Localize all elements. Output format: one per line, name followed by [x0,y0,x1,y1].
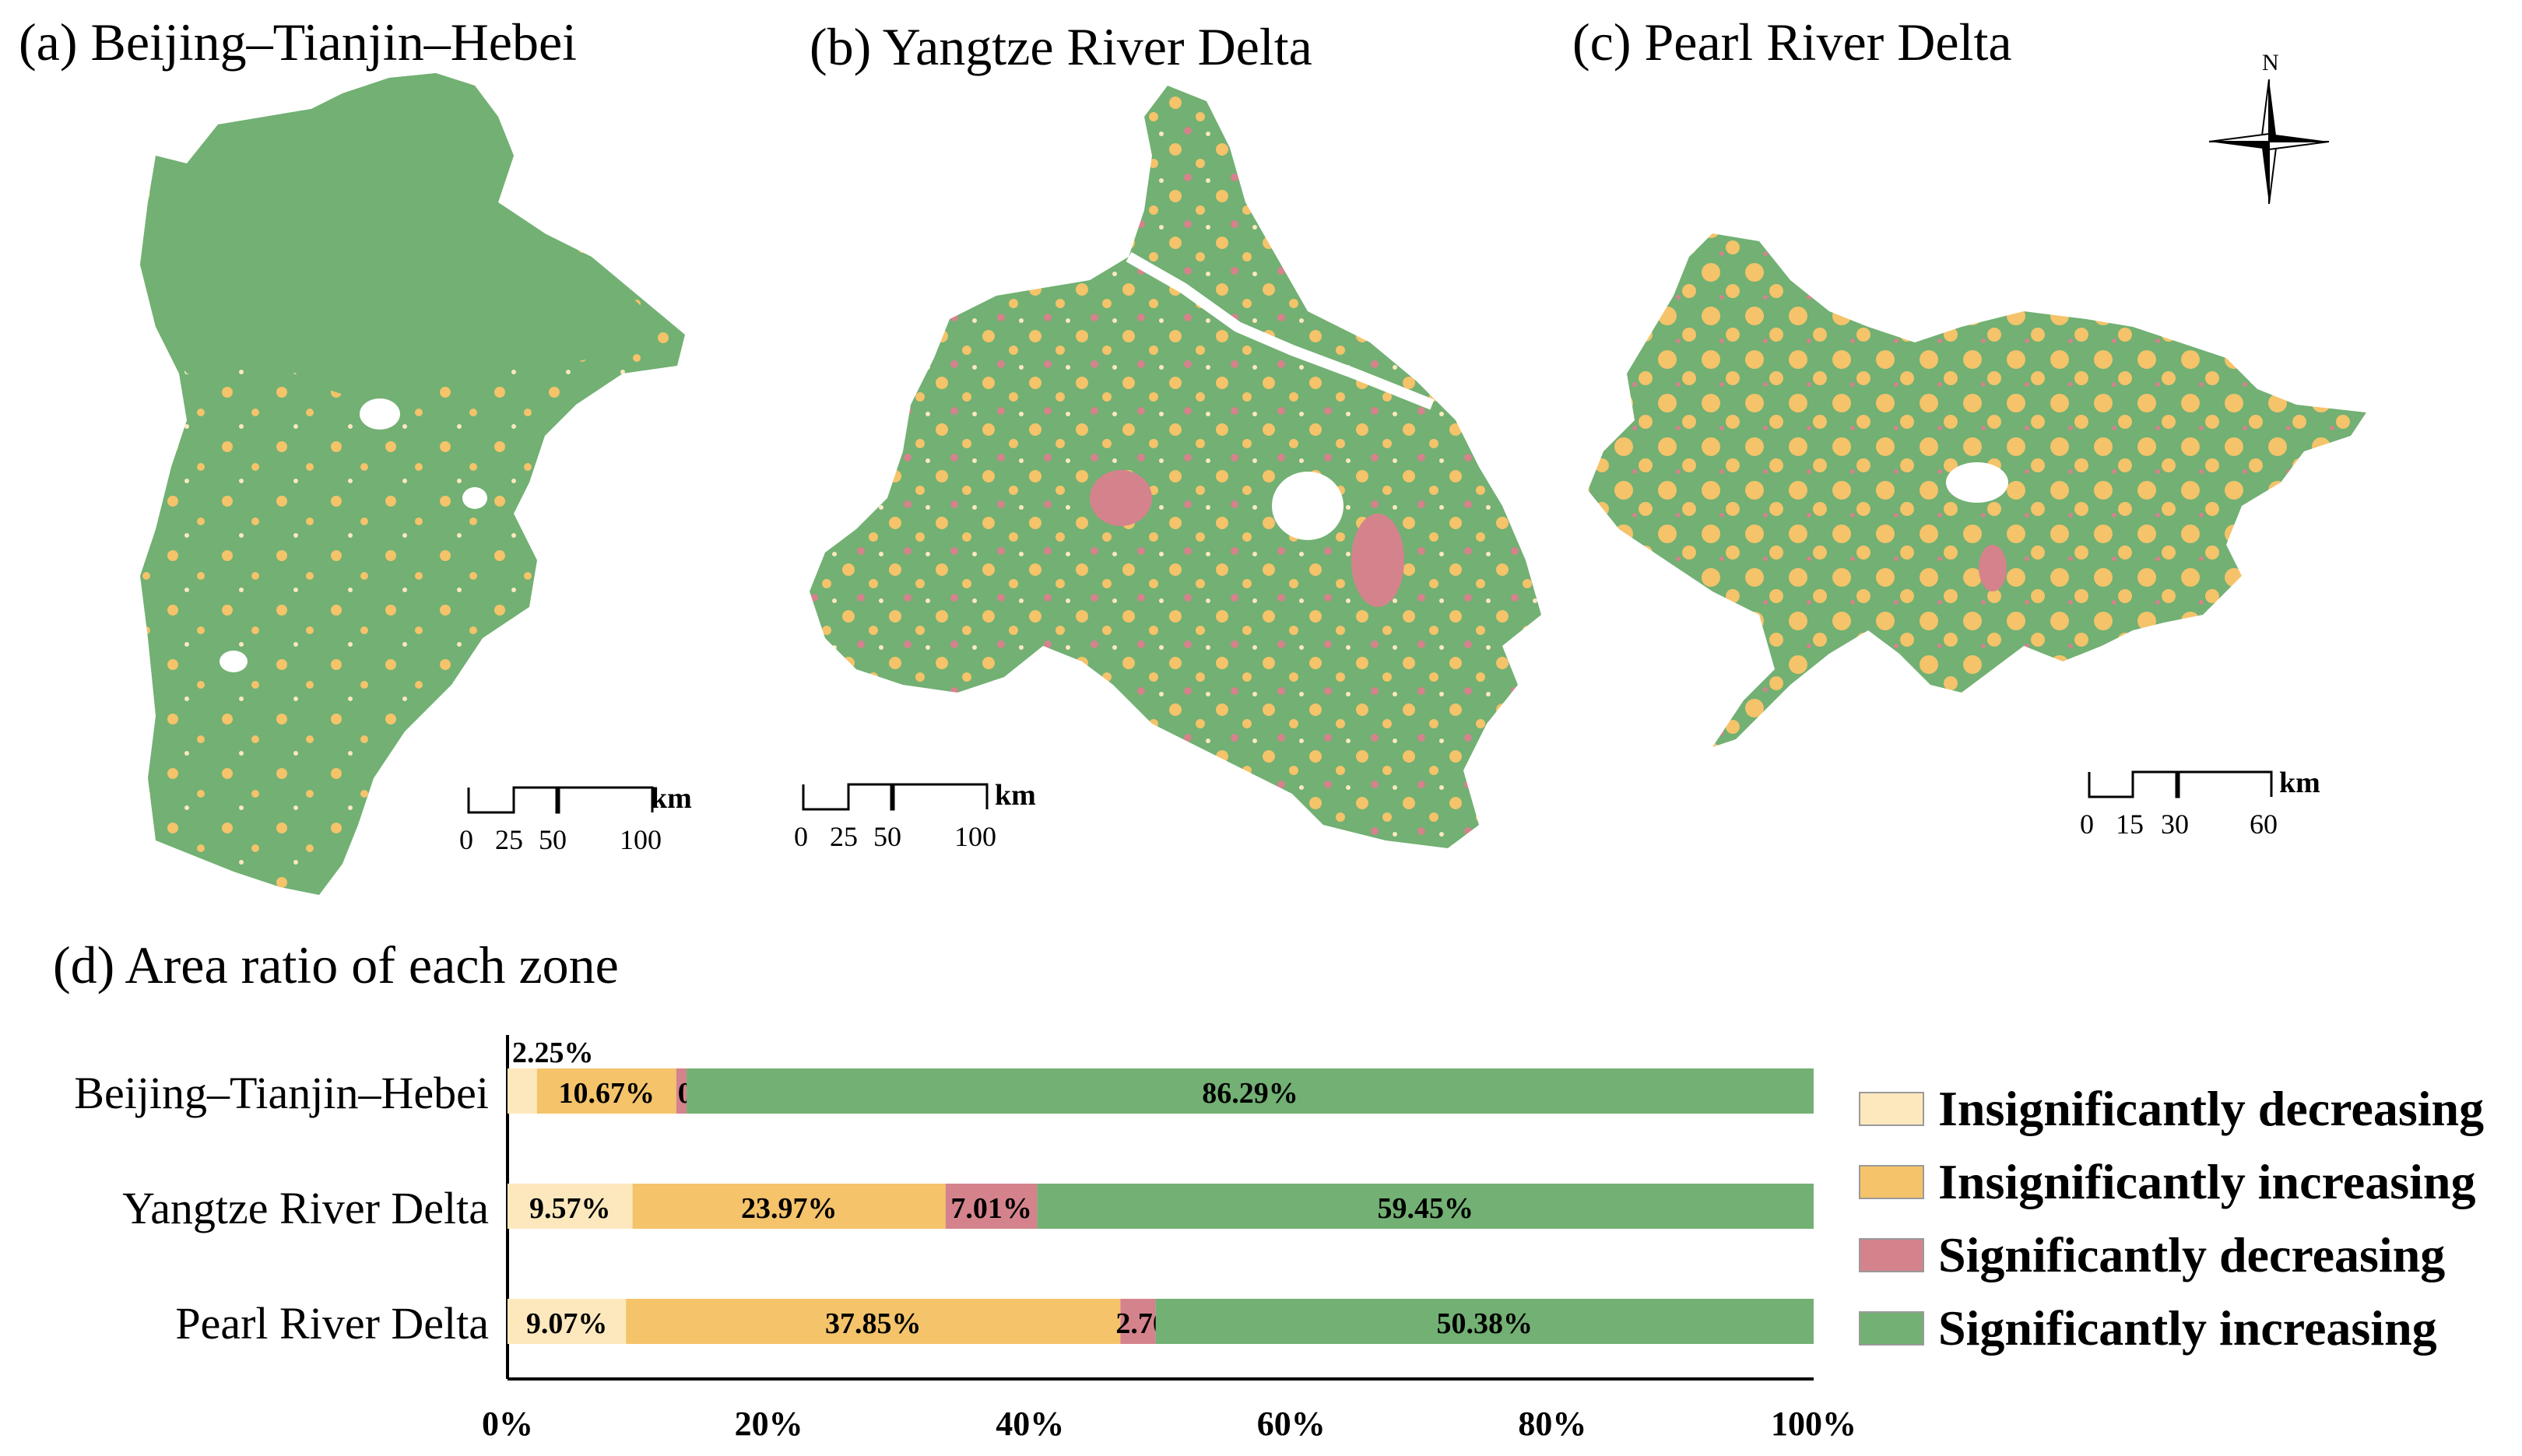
bth-northern-zone [140,73,654,405]
legend-item: Significantly decreasing [1859,1219,2484,1292]
data-label: 50.38% [1437,1307,1533,1340]
data-label: 86.29% [1202,1077,1298,1110]
legend-label: Significantly increasing [1938,1300,2437,1356]
bar-segment [1155,1299,1814,1344]
category-label: Pearl River Delta [175,1298,489,1349]
scale-tick: 25 [495,824,523,855]
bar-segment [1037,1184,1814,1229]
prd-urban-hole [1946,462,2008,503]
data-label: 10.67% [559,1077,655,1110]
legend-swatch [1859,1092,1924,1126]
map-pearl-river-delta [1588,233,2366,747]
prd-decrease-zone [1979,545,2007,591]
scale-tick: 50 [539,824,567,855]
scale-tick: 60 [2250,809,2278,840]
legend-label: Insignificantly increasing [1938,1154,2476,1209]
x-tick-label: 20% [735,1405,803,1443]
panel-c-title: (c) Pearl River Delta [1572,12,2012,72]
legend-item: Insignificantly decreasing [1859,1072,2484,1146]
data-label: 9.57% [529,1192,611,1225]
scale-tick: 30 [2161,809,2189,840]
x-tick-label: 80% [1518,1405,1586,1443]
scalebar-line [802,783,989,811]
map-beijing-tianjin-hebei [140,73,685,895]
scale-tick: 0 [794,821,808,852]
bth-urban-hole [462,487,487,509]
bar-segment [1120,1299,1156,1344]
scale-tick: 100 [954,821,996,852]
bth-urban-hole [220,651,248,672]
scale-tick: 100 [620,824,662,855]
bar-segment [508,1184,633,1229]
scalebar-line [467,786,654,814]
yrd-decrease-zone [1351,514,1404,607]
scale-tick: 15 [2116,809,2144,840]
scale-tick: 0 [2080,809,2094,840]
chart-legend: Insignificantly decreasing Insignificant… [1859,1072,2484,1365]
map-yangtze-river-delta [810,86,1541,848]
scale-unit: km [651,782,692,815]
bar-segment [508,1068,537,1114]
north-arrow-icon [2208,79,2330,205]
bar-segment [536,1068,676,1114]
legend-swatch [1859,1311,1924,1345]
scale-unit: km [2279,767,2320,799]
x-tick-label: 60% [1257,1405,1326,1443]
panel-b-title: (b) Yangtze River Delta [810,17,1312,76]
panel-d-title: (d) Area ratio of each zone [53,935,619,995]
bar-segment [508,1299,627,1344]
bar-segment [687,1068,1814,1114]
yrd-decrease-zone [1090,470,1152,526]
scale-unit: km [995,779,1036,812]
scale-tick: 25 [830,821,858,852]
data-label: 23.97% [741,1192,838,1225]
x-tick-label: 100% [1771,1405,1856,1443]
bar-segment [945,1184,1038,1229]
yrd-yangtze-river [1126,251,1435,410]
legend-swatch [1859,1238,1924,1272]
legend-item: Significantly increasing [1859,1292,2484,1365]
category-label: Yangtze River Delta [122,1183,489,1233]
bar-segment [632,1184,946,1229]
scale-tick: 50 [873,821,901,852]
north-label: N [2262,50,2279,75]
bar-segment [676,1068,687,1114]
bar-segment [626,1299,1121,1344]
data-label: 59.45% [1377,1192,1474,1225]
yrd-landcover [810,86,1541,848]
legend-label: Insignificantly decreasing [1938,1081,2485,1136]
legend-label: Significantly decreasing [1938,1227,2446,1282]
legend-swatch [1859,1165,1924,1199]
yrd-lake-taihu [1272,472,1344,540]
data-label: 7.01% [950,1192,1032,1225]
panel-a-title: (a) Beijing–Tianjin–Hebei [19,12,578,72]
x-tick-label: 0% [482,1405,533,1443]
x-tick-label: 40% [996,1405,1064,1443]
scale-tick: 0 [459,824,473,855]
data-label: 37.85% [825,1307,922,1340]
data-label: 9.07% [526,1307,608,1340]
bth-urban-hole [360,398,400,430]
scalebar-line [2088,770,2273,798]
data-label: 2.25% [512,1037,594,1069]
category-label: Beijing–Tianjin–Hebei [74,1068,489,1118]
legend-item: Insignificantly increasing [1859,1146,2484,1219]
